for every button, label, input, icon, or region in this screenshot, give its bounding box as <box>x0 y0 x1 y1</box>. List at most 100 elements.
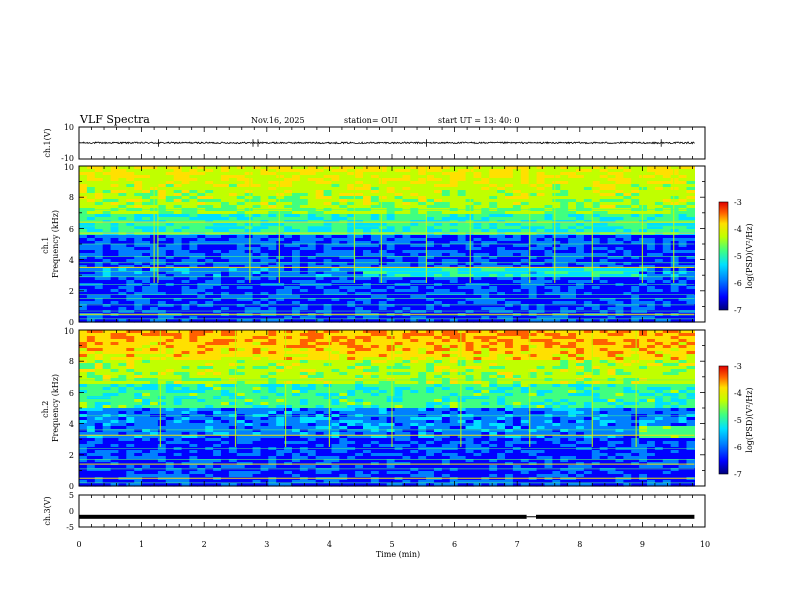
spectrogram-cell <box>110 202 120 206</box>
spectrogram-cell <box>528 181 538 185</box>
spectrogram-cell <box>426 319 435 323</box>
spectrogram-cell <box>536 289 546 293</box>
spectrogram-cell <box>639 295 648 299</box>
spectrogram-cell <box>86 169 96 173</box>
spectrogram-cell <box>228 253 238 257</box>
spectrogram-cell <box>686 292 695 296</box>
spectrogram-cell <box>86 247 96 251</box>
spectrogram-cell <box>276 175 285 179</box>
spectrogram-cell <box>307 253 317 257</box>
spectrogram-cell <box>205 298 214 302</box>
spectrogram-cell <box>157 333 167 337</box>
spectrogram-cell <box>386 289 396 293</box>
spectrogram-cell <box>560 232 569 236</box>
spectrogram-cell <box>583 336 593 340</box>
spectrogram-cell <box>157 336 167 340</box>
spectrogram-cell <box>631 342 640 346</box>
spectrogram-cell <box>331 223 340 227</box>
spectrogram-cell <box>386 274 396 278</box>
spectrogram-cell <box>102 286 112 290</box>
spectrogram-cell <box>370 348 380 352</box>
spectrogram-cell <box>189 319 198 323</box>
spectrogram-cell <box>181 187 191 191</box>
spectrogram-cell <box>142 184 151 188</box>
spectrogram-cell <box>370 229 380 233</box>
spectrogram-cell <box>157 187 167 191</box>
spectrogram-cell <box>236 259 246 263</box>
spectrogram-cell <box>473 217 482 221</box>
spectrogram-cell <box>647 250 656 254</box>
spectrogram-cell <box>181 211 191 215</box>
spectrogram-cell <box>268 187 277 191</box>
spectrogram-cell <box>94 286 104 290</box>
spectrogram-cell <box>339 289 348 293</box>
spectrogram-cell <box>165 336 175 340</box>
spectrogram-cell <box>292 286 301 290</box>
spectrogram-cell <box>276 259 285 263</box>
spectrogram-cell <box>544 229 553 233</box>
spectrogram-cell <box>402 348 411 352</box>
spectrogram-cell <box>347 172 356 176</box>
spectrogram-cell <box>205 292 214 296</box>
spectrogram-cell <box>228 342 238 346</box>
spectrogram-cell <box>497 277 506 281</box>
spectrogram-cell <box>221 238 230 242</box>
spectrogram-cell <box>228 211 238 215</box>
spectrogram-cell <box>165 202 175 206</box>
spectrogram-cell <box>394 345 404 349</box>
spectrogram-cell <box>481 178 490 182</box>
spectrogram-cell <box>599 345 609 349</box>
spectrogram-cell <box>221 205 230 209</box>
spectrogram-cell <box>615 166 624 170</box>
spectrogram-cell <box>670 336 680 340</box>
spectrogram-cell <box>528 351 538 355</box>
spectrogram-cell <box>268 339 277 343</box>
spectrogram-cell <box>410 247 419 251</box>
spectrogram-cell <box>315 178 325 182</box>
spectrogram-cell <box>323 295 333 299</box>
spectrogram-cell <box>276 295 285 299</box>
spectrogram-cell <box>520 223 530 227</box>
spectrogram-cell <box>410 199 419 203</box>
spectrogram-cell <box>639 259 648 263</box>
spectrogram-cell <box>260 301 269 305</box>
spectrogram-cell <box>157 348 167 352</box>
spectrogram-cell <box>339 202 348 206</box>
spectrogram-cell <box>244 301 254 305</box>
spectrogram-cell <box>591 259 601 263</box>
spectrogram-cell <box>260 345 269 349</box>
spectrogram-cell <box>670 310 680 314</box>
spectrogram-cell <box>497 181 506 185</box>
spectrogram-cell <box>544 193 553 197</box>
spectrogram-cell <box>228 196 238 200</box>
spectrogram-cell <box>536 175 546 179</box>
spectrogram-cell <box>418 316 427 320</box>
spectrogram-cell <box>299 336 309 340</box>
spectrogram-cell <box>615 196 624 200</box>
spectrogram-cell <box>686 166 695 170</box>
spectrogram-cell <box>370 175 380 179</box>
spectrogram-cell <box>213 187 222 191</box>
spectrogram-cell <box>473 351 482 355</box>
spectrogram-cell <box>576 316 585 320</box>
spectrogram-cell <box>441 244 451 248</box>
spectrogram-cell <box>639 348 648 352</box>
spectrogram-cell <box>441 238 451 242</box>
spectrogram-cell <box>110 256 120 260</box>
spectrogram-cell <box>228 223 238 227</box>
spectrogram-cell <box>118 333 127 337</box>
spectrogram-cell <box>134 175 143 179</box>
spectrogram-cell <box>252 330 262 334</box>
spectrogram-cell <box>378 235 388 239</box>
spectrogram-cell <box>260 181 269 185</box>
spectrogram-cell <box>79 256 88 260</box>
spectrogram-cell <box>102 184 112 188</box>
spectrogram-cell <box>449 333 459 337</box>
spectrogram-cell <box>236 190 246 194</box>
spectrogram-cell <box>299 262 309 266</box>
spectrogram-cell <box>544 286 553 290</box>
spectrogram-cell <box>505 166 514 170</box>
spectrogram-cell <box>347 304 356 308</box>
spectrogram-cell <box>221 262 230 266</box>
spectrogram-cell <box>599 256 609 260</box>
